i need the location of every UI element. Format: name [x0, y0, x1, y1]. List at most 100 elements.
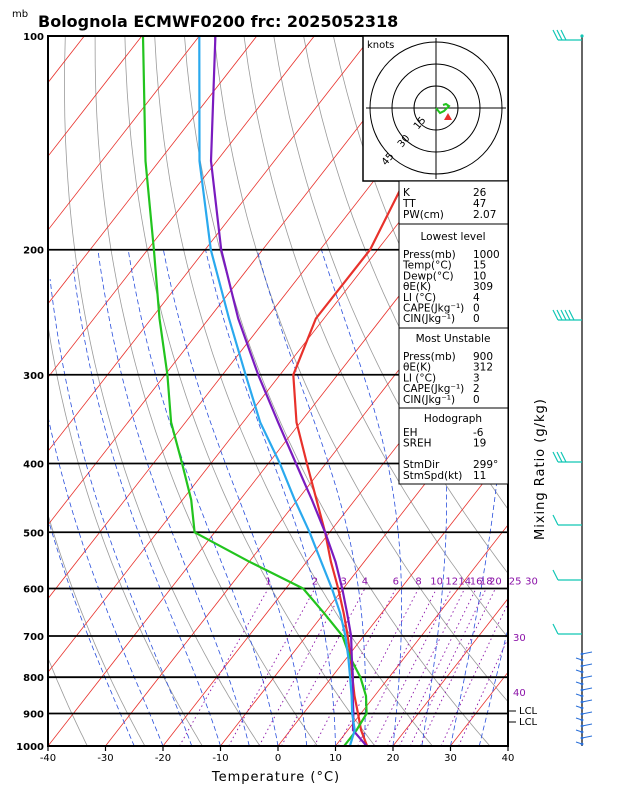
mixing-ratio-label: 3: [341, 577, 347, 588]
mixing-ratio-line: [399, 588, 477, 746]
pressure-tick-label: 900: [23, 710, 44, 721]
mixing-ratio-line: [373, 588, 453, 746]
dry-adiabat: [273, 36, 508, 575]
wind-level-dot: [580, 718, 584, 722]
indices-panel: K 26 TT 47 PW(cm) 2.07 Lowest level Press(mb)…: [398, 180, 509, 485]
low-level-wind-barb: [581, 735, 593, 739]
wind-level-dot: [580, 658, 584, 662]
isotherm-line: [335, 524, 508, 746]
index-value: 47: [473, 198, 486, 210]
moist-adiabat: [205, 249, 336, 746]
hodograph-stats-box: [398, 407, 509, 485]
wind-barb-feather: [556, 309, 563, 321]
pressure-tick-label: 400: [23, 459, 44, 470]
index-value: 309: [473, 281, 493, 293]
isotherm-line: [392, 597, 508, 746]
dry-adiabat: [154, 36, 433, 746]
dry-adiabat: [124, 36, 376, 746]
isotherm-line: [105, 229, 508, 746]
moist-adiabat: [321, 249, 403, 746]
x-tick-label: -30: [97, 753, 113, 764]
mixing-ratio-line: [419, 588, 496, 746]
theta-label-40: 40: [513, 688, 526, 699]
x-tick-label: 10: [329, 753, 342, 764]
mixing-ratio-line: [179, 588, 269, 746]
mixing-ratio-line: [387, 588, 466, 746]
top-indices-box: [398, 180, 509, 225]
x-tick-label: -20: [155, 753, 171, 764]
index-value: 11: [473, 470, 486, 482]
dry-adiabat: [303, 36, 508, 510]
mixing-ratio-axis-title: Mixing Ratio (g/kg): [533, 398, 548, 540]
pressure-tick-label: 800: [23, 673, 44, 684]
lcl-label-1: LCL: [519, 706, 538, 717]
hodograph-unit: knots: [367, 40, 394, 51]
isotherm-line: [48, 36, 373, 452]
wind-barb-feather: [556, 29, 563, 41]
isotherm-line: [277, 450, 508, 746]
mixing-ratio-label: 1: [265, 577, 271, 588]
storm-motion-marker: [444, 113, 452, 120]
pressure-tick-label: 1000: [16, 742, 44, 753]
mixing-ratio-line: [228, 588, 316, 746]
moist-adiabat: [507, 744, 508, 746]
index-name: LI (°C): [403, 372, 436, 384]
mixing-ratio-label: 12: [445, 577, 458, 588]
index-value: 15: [473, 260, 486, 272]
low-level-wind-barb: [581, 699, 593, 703]
dry-adiabat: [542, 36, 618, 746]
index-value: 10: [473, 270, 486, 282]
hodograph-inset: knots 15 30 45: [362, 35, 509, 182]
index-name: θE(K): [403, 362, 431, 374]
wind-level-dot: [580, 730, 584, 734]
dewpoint-profile: [141, 36, 368, 746]
mixing-ratio-label: 30: [525, 577, 538, 588]
index-name: Press(mb): [403, 249, 456, 261]
mixing-ratio-label: 2: [312, 577, 318, 588]
pressure-tick-label: 100: [23, 32, 44, 43]
y-axis: 100 200 300 400 500 600 700 800 900 1000: [16, 32, 44, 753]
isotherm-line: [48, 36, 315, 379]
wind-barb-feather: [560, 309, 567, 321]
wind-barb-feather: [560, 451, 567, 463]
dry-adiabat: [213, 36, 508, 703]
dry-adiabat: [48, 513, 146, 746]
index-name: EH: [403, 427, 418, 439]
mixing-ratio-label: 20: [489, 577, 502, 588]
mixing-ratio-label: 6: [393, 577, 399, 588]
index-value: 3: [473, 372, 480, 384]
low-level-wind-barb: [581, 651, 593, 655]
wind-level-dot: [580, 676, 584, 680]
index-value: 2: [473, 383, 480, 395]
index-name: CAPE(Jkg⁻¹): [403, 383, 464, 395]
wind-barb-feather: [560, 29, 567, 41]
index-name: Dewp(°C): [403, 270, 454, 282]
wind-profile: [552, 29, 593, 746]
wind-top-dot: [580, 34, 584, 38]
isotherm-line: [48, 36, 258, 305]
dry-adiabat: [512, 36, 618, 746]
mixing-ratio-line: [458, 637, 508, 746]
index-name: SREH: [403, 438, 432, 450]
x-axis: -40 -30 -20 -10 0 10 20 30 40: [40, 746, 514, 764]
index-value: 1000: [473, 249, 500, 261]
index-name: K: [403, 187, 411, 199]
x-tick-label: 30: [444, 753, 457, 764]
index-name: TT: [402, 198, 416, 210]
mixing-ratio-label: 16: [470, 577, 483, 588]
moist-adiabat: [48, 414, 164, 746]
theta-label-30: 30: [513, 633, 526, 644]
index-name: StmSpd(kt): [403, 470, 462, 482]
dry-adiabat: [64, 36, 261, 746]
wind-level-dot: [580, 682, 584, 686]
pressure-tick-label: 200: [23, 246, 44, 257]
isotherm-line: [48, 36, 200, 231]
low-level-wind-barb: [581, 723, 593, 727]
wind-level-dot: [580, 664, 584, 668]
mixing-ratio-label: 10: [430, 577, 443, 588]
x-tick-label: -10: [212, 753, 228, 764]
low-level-wind-barb: [581, 687, 593, 691]
index-value: 4: [473, 292, 480, 304]
mixing-ratio-label: 4: [362, 577, 368, 588]
